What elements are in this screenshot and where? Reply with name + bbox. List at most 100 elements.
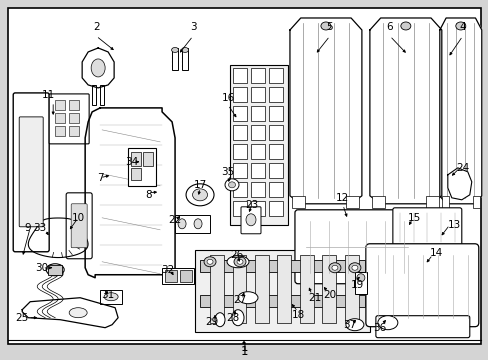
Bar <box>250 144 264 159</box>
Bar <box>128 148 156 186</box>
Polygon shape <box>289 18 361 204</box>
Ellipse shape <box>69 308 87 318</box>
Bar <box>322 255 336 323</box>
Polygon shape <box>447 168 471 200</box>
Text: 3: 3 <box>189 22 196 32</box>
Bar <box>233 87 246 102</box>
FancyBboxPatch shape <box>71 204 87 248</box>
Bar <box>69 100 79 110</box>
Ellipse shape <box>356 274 364 282</box>
Text: 19: 19 <box>350 280 364 290</box>
Text: 11: 11 <box>41 90 55 100</box>
FancyBboxPatch shape <box>365 244 478 327</box>
Text: 4: 4 <box>459 22 465 32</box>
Ellipse shape <box>226 256 248 268</box>
Bar <box>441 196 448 208</box>
Text: 22: 22 <box>168 215 182 225</box>
Bar <box>233 182 246 197</box>
Bar <box>299 255 313 323</box>
Ellipse shape <box>215 313 224 327</box>
Bar <box>172 48 178 70</box>
Ellipse shape <box>192 189 207 201</box>
Ellipse shape <box>245 214 255 226</box>
Bar <box>131 152 141 166</box>
Text: 16: 16 <box>221 93 234 103</box>
Text: 31: 31 <box>102 290 115 300</box>
Text: 29: 29 <box>205 317 218 327</box>
Bar <box>268 144 283 159</box>
Bar <box>371 196 384 208</box>
Ellipse shape <box>400 22 410 30</box>
Text: 24: 24 <box>455 163 468 173</box>
Bar <box>210 255 224 323</box>
Bar <box>233 144 246 159</box>
Bar <box>100 290 122 304</box>
Ellipse shape <box>351 265 357 270</box>
Text: 25: 25 <box>16 313 29 323</box>
Ellipse shape <box>348 263 360 273</box>
Bar <box>233 106 246 121</box>
Text: 17: 17 <box>193 180 206 190</box>
Text: 2: 2 <box>93 22 99 32</box>
Bar <box>233 201 246 216</box>
Bar <box>232 255 246 323</box>
Ellipse shape <box>181 48 188 53</box>
Bar <box>200 295 364 307</box>
Text: 10: 10 <box>71 213 84 223</box>
Bar <box>175 215 210 233</box>
Ellipse shape <box>171 48 178 53</box>
Text: 5: 5 <box>326 22 332 32</box>
Bar <box>233 68 246 83</box>
Ellipse shape <box>234 257 245 267</box>
Ellipse shape <box>203 257 216 267</box>
FancyBboxPatch shape <box>241 207 261 234</box>
Ellipse shape <box>104 293 118 301</box>
Bar <box>143 152 153 166</box>
Bar <box>250 87 264 102</box>
Text: 28: 28 <box>226 313 239 323</box>
Bar <box>354 272 366 294</box>
Bar <box>277 255 291 323</box>
Text: 6: 6 <box>386 22 392 32</box>
Text: 23: 23 <box>245 200 258 210</box>
Text: 30: 30 <box>36 263 49 273</box>
Ellipse shape <box>320 22 330 30</box>
Text: 8: 8 <box>144 190 151 200</box>
Bar <box>233 125 246 140</box>
Text: 7: 7 <box>97 173 103 183</box>
Bar <box>268 125 283 140</box>
Bar <box>131 168 141 180</box>
FancyBboxPatch shape <box>49 94 89 144</box>
Bar <box>55 126 65 136</box>
Polygon shape <box>85 108 175 278</box>
Text: 15: 15 <box>407 213 421 223</box>
Text: 1: 1 <box>240 341 247 354</box>
Polygon shape <box>22 298 118 328</box>
Text: 9: 9 <box>24 223 30 233</box>
Bar <box>254 255 268 323</box>
Bar <box>250 106 264 121</box>
Bar <box>182 48 188 70</box>
Ellipse shape <box>328 263 340 273</box>
Text: 13: 13 <box>447 220 461 230</box>
Text: 34: 34 <box>125 157 139 167</box>
Bar <box>471 196 479 208</box>
Bar <box>180 270 192 282</box>
FancyBboxPatch shape <box>13 93 49 252</box>
Polygon shape <box>439 18 481 204</box>
Ellipse shape <box>377 316 397 330</box>
Bar <box>268 182 283 197</box>
Bar <box>92 85 96 105</box>
Text: 14: 14 <box>429 248 443 258</box>
Text: 33: 33 <box>34 223 47 233</box>
Bar <box>250 125 264 140</box>
Ellipse shape <box>331 265 337 270</box>
FancyBboxPatch shape <box>294 210 418 284</box>
Bar <box>250 201 264 216</box>
Ellipse shape <box>206 259 213 264</box>
Text: 12: 12 <box>336 193 349 203</box>
Bar <box>48 265 62 275</box>
Ellipse shape <box>91 59 105 77</box>
Bar <box>291 196 305 208</box>
Bar <box>229 65 287 225</box>
